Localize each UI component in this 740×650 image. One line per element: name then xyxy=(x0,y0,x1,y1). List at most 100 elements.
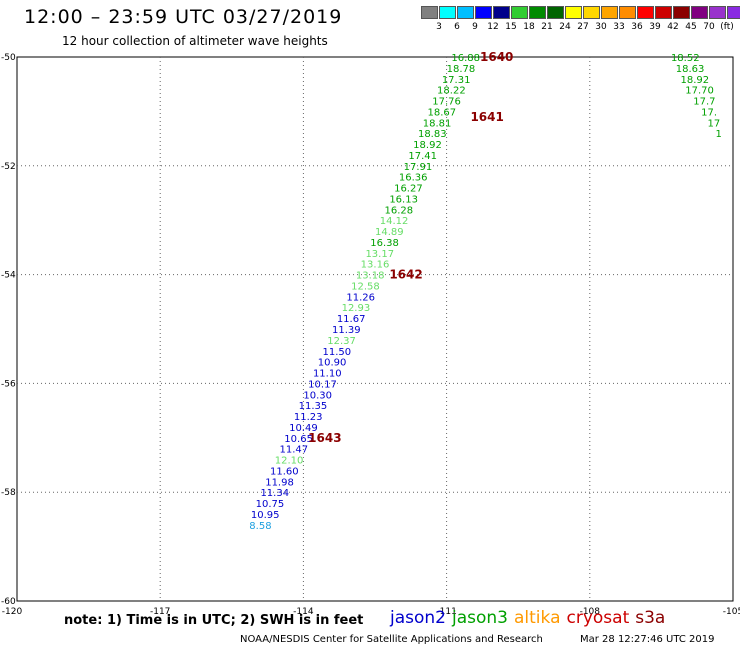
colorbar-swatch xyxy=(691,6,708,19)
wave-height-label: 17.7 xyxy=(693,97,715,108)
x-tick-label: -105 xyxy=(723,607,740,617)
wave-height-label: 8.58 xyxy=(249,521,271,532)
colorbar-tick-label: 70 xyxy=(703,22,715,32)
wave-height-label: 16.28 xyxy=(385,205,414,216)
wave-height-label: 10.75 xyxy=(256,499,285,510)
wave-height-label: 12.93 xyxy=(342,303,371,314)
colorbar-tick-label: 36 xyxy=(631,22,643,32)
wave-height-label: 11.47 xyxy=(280,445,309,456)
wave-height-label: 13.16 xyxy=(361,260,390,271)
colorbar-tick-label: (ft) xyxy=(720,22,734,32)
colorbar-tick-label: 6 xyxy=(454,22,460,32)
colorbar xyxy=(421,6,740,19)
legend-item-cryosat: cryosat xyxy=(566,608,630,628)
wave-height-label: 14.89 xyxy=(375,227,404,238)
generated-timestamp: Mar 28 12:27:46 UTC 2019 xyxy=(580,634,715,645)
wave-height-label: 11.50 xyxy=(322,347,351,358)
colorbar-tick-label: 30 xyxy=(595,22,607,32)
colorbar-tick-label: 39 xyxy=(649,22,661,32)
colorbar-tick-label: 15 xyxy=(505,22,517,32)
wave-height-label: 11.39 xyxy=(332,325,361,336)
colorbar-swatch xyxy=(619,6,636,19)
units-note: note: 1) Time is in UTC; 2) SWH is in fe… xyxy=(64,613,364,628)
legend-item-s3a: s3a xyxy=(635,608,666,628)
colorbar-swatch xyxy=(475,6,492,19)
wave-height-label: 18.52 xyxy=(671,53,700,64)
wave-height-label: 18.92 xyxy=(680,75,709,86)
wave-height-label: 11.98 xyxy=(265,477,294,488)
colorbar-swatch xyxy=(457,6,474,19)
wave-height-label: 12.37 xyxy=(327,336,356,347)
wave-height-label: 18.81 xyxy=(423,118,452,129)
colorbar-tick-label: 33 xyxy=(613,22,625,32)
legend-item-jason2: jason2 xyxy=(390,608,446,628)
wave-height-label: 18.63 xyxy=(676,64,705,75)
wave-height-label: 11.67 xyxy=(337,314,366,325)
colorbar-swatch xyxy=(727,6,740,19)
y-tick-label: -50 xyxy=(1,53,16,63)
colorbar-swatch xyxy=(547,6,564,19)
colorbar-swatch xyxy=(439,6,456,19)
wave-height-label: 17 xyxy=(708,118,721,129)
x-tick-label: -108 xyxy=(580,607,601,617)
colorbar-tick-label: 21 xyxy=(541,22,553,32)
x-tick-label: -120 xyxy=(2,607,23,617)
wave-height-label: 18.78 xyxy=(447,64,476,75)
wave-height-label: 11.34 xyxy=(260,488,289,499)
wave-height-label: 10.65 xyxy=(284,434,313,445)
pass-time-label: 1642 xyxy=(389,268,422,282)
wave-height-label: 10.17 xyxy=(308,379,337,390)
credit-text: NOAA/NESDIS Center for Satellite Applica… xyxy=(240,634,543,645)
colorbar-tick-label: 12 xyxy=(487,22,499,32)
x-tick-label: -111 xyxy=(436,607,456,617)
wave-height-label: 18.83 xyxy=(418,129,447,140)
colorbar-labels: 3 6 9 12 15 18 21 24 27 30 33 36 39 42 45 70 (ft) xyxy=(421,22,740,36)
colorbar-swatch xyxy=(655,6,672,19)
y-tick-label: -52 xyxy=(1,162,16,172)
data-points: 16.8818.7817.3118.2217.7618.6718.8118.83… xyxy=(249,53,722,532)
wave-height-label: 10.90 xyxy=(318,358,347,369)
colorbar-tick-label: 9 xyxy=(472,22,478,32)
colorbar-swatch xyxy=(637,6,654,19)
wave-height-label: 17.41 xyxy=(408,151,437,162)
colorbar-tick-label: 27 xyxy=(577,22,589,32)
wave-height-label: 16.36 xyxy=(399,173,428,184)
wave-height-label: 11.23 xyxy=(294,412,323,423)
pass-time-label: 1641 xyxy=(470,110,503,124)
wave-height-label: 10.95 xyxy=(251,510,280,521)
colorbar-swatch xyxy=(709,6,726,19)
colorbar-tick-label: 24 xyxy=(559,22,571,32)
colorbar-swatch xyxy=(673,6,690,19)
plot-frame xyxy=(16,56,734,602)
colorbar-swatch xyxy=(421,6,438,19)
wave-height-label: 11.35 xyxy=(299,401,328,412)
x-tick-label: -117 xyxy=(150,607,170,617)
colorbar-tick-label: 18 xyxy=(523,22,535,32)
colorbar-swatch xyxy=(511,6,528,19)
wave-height-label: 13.17 xyxy=(365,249,394,260)
y-tick-label: -60 xyxy=(1,597,16,607)
wave-height-label: 17.70 xyxy=(685,86,714,97)
chart-subtitle: 12 hour collection of altimeter wave hei… xyxy=(62,34,328,48)
colorbar-swatch xyxy=(583,6,600,19)
colorbar-swatch xyxy=(565,6,582,19)
legend-item-jason3: jason3 xyxy=(452,608,508,628)
colorbar-swatch xyxy=(601,6,618,19)
wave-height-label: 18.67 xyxy=(428,107,457,118)
legend-item-altika: altika xyxy=(514,608,561,628)
satellite-legend: jason2 jason3 altika cryosat s3a xyxy=(390,608,671,628)
wave-height-label: 17.31 xyxy=(442,75,471,86)
wave-height-label: 17.76 xyxy=(432,97,461,108)
wave-height-label: 12.58 xyxy=(351,281,380,292)
colorbar-tick-label: 42 xyxy=(667,22,679,32)
wave-height-label: 10.30 xyxy=(303,390,332,401)
y-tick-label: -58 xyxy=(1,488,16,498)
wave-height-label: 13.18 xyxy=(356,271,385,282)
wave-height-label: 17. xyxy=(701,107,717,118)
colorbar-swatch xyxy=(529,6,546,19)
wave-height-label: 14.12 xyxy=(380,216,409,227)
grid-lines xyxy=(17,57,733,601)
wave-height-label: 18.92 xyxy=(413,140,442,151)
colorbar-tick-label: 3 xyxy=(436,22,442,32)
